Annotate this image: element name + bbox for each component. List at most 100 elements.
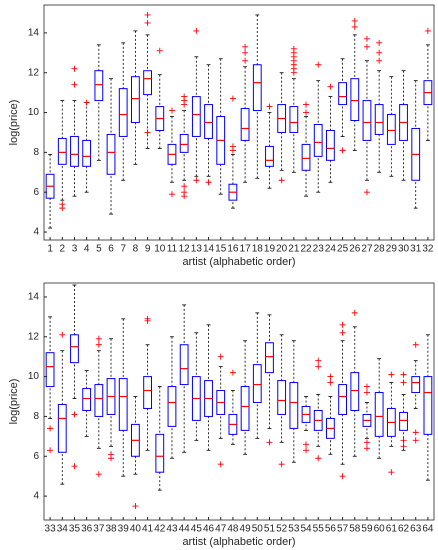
outlier — [400, 443, 407, 450]
outlier — [303, 447, 310, 454]
x-tick-label: 55 — [313, 524, 325, 535]
outlier — [339, 329, 346, 336]
outlier — [83, 99, 90, 106]
outlier — [71, 81, 78, 88]
x-tick-label: 19 — [264, 244, 276, 255]
box — [399, 411, 408, 431]
outlier — [290, 45, 297, 52]
box — [70, 135, 79, 167]
x-tick-label: 16 — [227, 244, 239, 255]
x-tick-label: 9 — [145, 244, 151, 255]
y-tick-label: 14 — [28, 28, 40, 39]
outlier — [388, 371, 395, 378]
y-tick-label: 6 — [33, 187, 39, 198]
box — [338, 384, 347, 415]
y-tick-label: 8 — [33, 147, 39, 158]
box — [240, 108, 250, 141]
outlier — [400, 437, 407, 444]
y-axis-label: log(price) — [8, 100, 20, 146]
box — [179, 344, 189, 386]
y-tick-label: 4 — [33, 491, 39, 502]
x-tick-label: 27 — [361, 244, 373, 255]
x-tick-label: 60 — [374, 524, 386, 535]
x-tick-label: 36 — [81, 524, 93, 535]
x-tick-label: 32 — [422, 244, 434, 255]
x-tick-label: 28 — [374, 244, 386, 255]
outlier — [181, 193, 188, 200]
box — [118, 378, 128, 431]
x-tick-label: 34 — [57, 524, 69, 535]
outlier — [168, 191, 175, 198]
outlier — [388, 469, 395, 476]
box — [143, 376, 152, 409]
outlier — [266, 439, 273, 446]
outlier — [315, 61, 322, 68]
box — [313, 123, 323, 157]
x-tick-label: 46 — [203, 524, 215, 535]
box — [252, 64, 262, 112]
x-axis-label: artist (alphabetic order) — [182, 536, 295, 548]
box — [167, 386, 177, 427]
x-tick-label: 37 — [93, 524, 105, 535]
box — [386, 114, 396, 145]
box — [57, 403, 67, 453]
outlier — [168, 107, 175, 114]
x-tick-label: 4 — [84, 244, 90, 255]
box — [338, 82, 347, 106]
outlier — [71, 463, 78, 470]
outlier — [181, 183, 188, 190]
outlier — [351, 23, 358, 30]
box — [204, 104, 213, 139]
x-tick-label: 63 — [410, 524, 422, 535]
box — [265, 342, 274, 374]
box — [94, 384, 104, 417]
outlier — [95, 335, 102, 342]
x-tick-label: 10 — [154, 244, 166, 255]
outlier — [327, 373, 334, 380]
x-tick-label: 48 — [227, 524, 239, 535]
x-tick-label: 24 — [325, 244, 337, 255]
box — [423, 376, 433, 435]
box — [362, 100, 372, 141]
outlier — [181, 93, 188, 100]
outlier — [278, 177, 285, 184]
outlier — [412, 437, 419, 444]
x-tick-label: 41 — [142, 524, 154, 535]
box — [82, 388, 92, 411]
x-tick-label: 50 — [252, 524, 264, 535]
outlier — [363, 439, 370, 446]
x-tick-label: 21 — [288, 244, 300, 255]
y-axis-label: log(price) — [8, 379, 20, 425]
outlier — [47, 447, 54, 454]
x-tick-label: 57 — [337, 524, 349, 535]
outlier — [278, 461, 285, 468]
outlier — [303, 109, 310, 116]
outlier — [217, 461, 224, 468]
outlier — [59, 201, 66, 208]
y-tick-label: 12 — [28, 331, 40, 342]
x-tick-label: 53 — [288, 524, 300, 535]
x-tick-label: 3 — [72, 244, 78, 255]
y-tick-label: 12 — [28, 67, 40, 78]
box — [82, 139, 92, 167]
outlier — [424, 27, 431, 34]
x-tick-label: 62 — [398, 524, 410, 535]
x-tick-label: 5 — [96, 244, 102, 255]
outlier — [71, 411, 78, 418]
x-tick-label: 58 — [349, 524, 361, 535]
box — [94, 70, 104, 102]
outlier — [59, 331, 66, 338]
x-tick-label: 20 — [276, 244, 288, 255]
box — [70, 334, 79, 364]
x-tick-label: 2 — [60, 244, 66, 255]
box — [301, 143, 311, 171]
box — [289, 106, 299, 133]
x-tick-label: 15 — [215, 244, 227, 255]
x-tick-label: 40 — [130, 524, 142, 535]
outlier — [327, 379, 334, 386]
outlier — [363, 389, 370, 396]
outlier — [315, 357, 322, 364]
x-tick-label: 6 — [108, 244, 114, 255]
